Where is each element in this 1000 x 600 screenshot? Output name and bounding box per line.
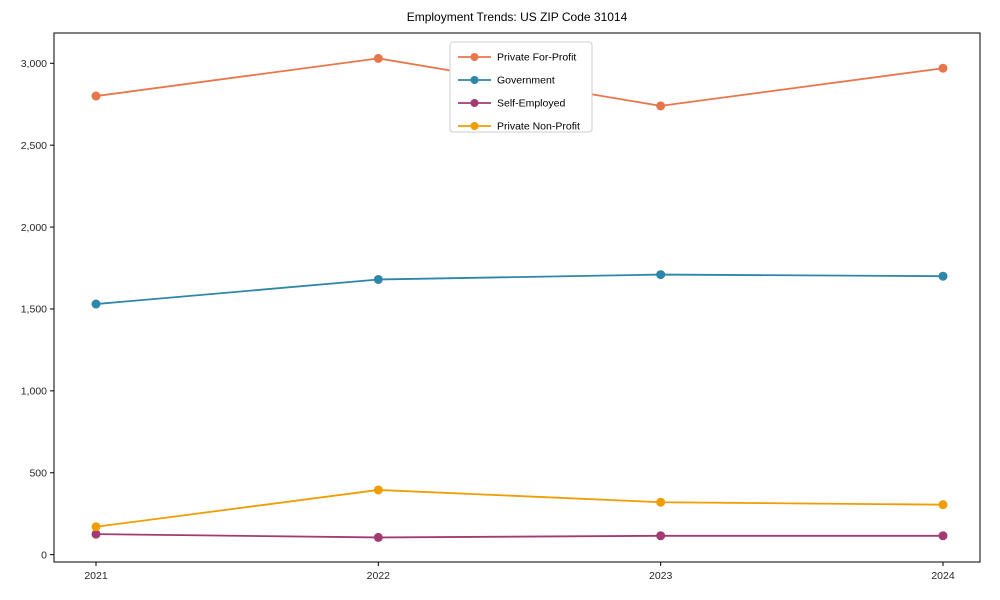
legend-label-self-employed: Self-Employed [497,98,565,110]
x-tick-label: 2022 [367,570,391,582]
y-tick-label: 2,000 [21,222,47,234]
legend: Private For-Profit Government Self-Employe… [449,41,593,133]
y-tick-label: 0 [41,549,47,561]
x-tick-label: 2024 [931,570,955,582]
legend-label-private-non-profit: Private Non-Profit [497,121,580,133]
legend-marker-icon [470,53,479,61]
series-marker-self-employed [656,531,666,541]
legend-label-private-for-profit: Private For-Profit [497,52,576,64]
y-tick-label: 1,000 [21,386,47,398]
y-tick-label: 3,000 [21,58,47,70]
series-marker-self-employed [938,531,948,541]
y-tick-label: 500 [29,467,47,479]
series-marker-private-for-profit [373,53,383,63]
legend-marker-icon [470,122,479,130]
series-marker-private-for-profit [656,101,666,111]
series-marker-government [91,299,101,309]
chart-title: Employment Trends: US ZIP Code 31014 [407,10,628,24]
legend-marker-icon [470,76,479,84]
series-marker-government [656,270,666,280]
series-line-private-non-profit [95,489,944,528]
plot-border [53,32,981,563]
series-marker-private-for-profit [938,63,948,73]
legend-marker-icon [470,99,479,107]
x-tick-label: 2023 [649,570,673,582]
series-marker-private-non-profit [938,500,948,510]
legend-item-government: Government [458,75,555,87]
legend-label-government: Government [497,75,555,87]
series-marker-self-employed [373,532,383,542]
legend-item-private-non-profit: Private Non-Profit [458,121,580,133]
series-marker-self-employed [91,529,101,539]
legend-box [449,41,593,133]
x-tick-label: 2021 [84,570,108,582]
series-marker-government [938,271,948,281]
y-tick-label: 2,500 [21,140,47,152]
series-marker-private-for-profit [91,91,101,101]
series-line-government [95,273,944,305]
legend-item-self-employed: Self-Employed [458,98,565,110]
series-marker-private-non-profit [91,522,101,532]
legend-item-private-for-profit: Private For-Profit [458,52,576,64]
series-marker-government [373,274,383,284]
series-marker-private-non-profit [373,485,383,495]
series-line-self-employed [95,533,943,539]
plot-area: 0 500 1,000 1,500 2,000 2,500 3,000 2021 2022 202… [21,32,981,582]
series-marker-private-non-profit [656,497,666,507]
y-tick-label: 1,500 [21,304,47,316]
